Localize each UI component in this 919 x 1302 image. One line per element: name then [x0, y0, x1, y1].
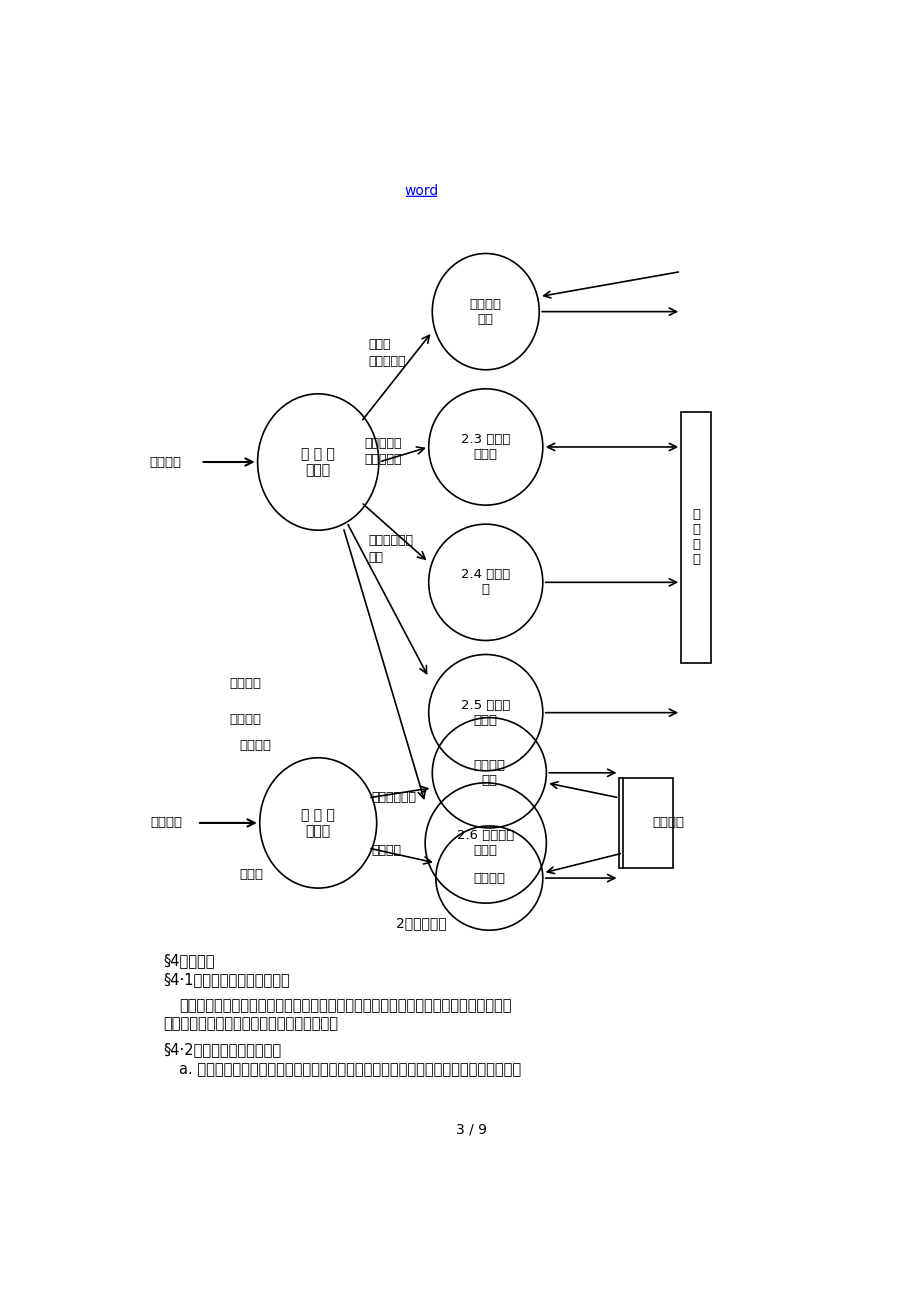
- Text: 数据文件: 数据文件: [652, 816, 683, 829]
- Text: 上网后各用户可查询，调用，达到信息共享。: 上网后各用户可查询，调用，达到信息共享。: [164, 1017, 338, 1031]
- Text: 奖励处分表: 奖励处分表: [364, 437, 402, 450]
- Text: 学生信息
查询: 学生信息 查询: [472, 759, 505, 786]
- Text: 管理要求: 管理要求: [149, 456, 181, 469]
- Text: 统计表: 统计表: [240, 868, 264, 881]
- Text: 学生成绩
管理: 学生成绩 管理: [470, 298, 501, 326]
- Bar: [680, 411, 710, 663]
- Text: 补考成绩表: 补考成绩表: [368, 354, 405, 367]
- Text: 查 询 类
型处理: 查 询 类 型处理: [301, 807, 335, 838]
- Bar: [618, 777, 672, 868]
- Text: 查询学生情况: 查询学生情况: [371, 790, 416, 803]
- Text: a. 录入数据采用表格方式，限制录入数据类型及取值围以保证数据的完整性及准确性。: a. 录入数据采用表格方式，限制录入数据类型及取值围以保证数据的完整性及准确性。: [179, 1062, 521, 1078]
- Text: §4·2数据的完整性，准确性: §4·2数据的完整性，准确性: [164, 1043, 281, 1057]
- Text: 查询要求: 查询要求: [150, 816, 182, 829]
- Text: 2.5 日常事
物管理: 2.5 日常事 物管理: [460, 699, 510, 727]
- Text: §4·1网络环境下的多用户系统: §4·1网络环境下的多用户系统: [164, 973, 289, 987]
- Text: 报表: 报表: [368, 551, 382, 564]
- Text: 毕业生表: 毕业生表: [229, 712, 261, 725]
- Text: 成绩表: 成绩表: [368, 337, 391, 350]
- Text: 目
录
文
件: 目 录 文 件: [691, 508, 699, 566]
- Text: §4系统特点: §4系统特点: [164, 953, 215, 969]
- Text: 学生情况: 学生情况: [371, 844, 402, 857]
- Text: 学生情况: 学生情况: [240, 738, 271, 751]
- Text: 2.3 学生档
案管理: 2.3 学生档 案管理: [460, 434, 510, 461]
- Text: 2层数据流图: 2层数据流图: [396, 917, 447, 930]
- Text: 修复学，退学: 修复学，退学: [368, 534, 413, 547]
- Text: 2.4 学籍处
理: 2.4 学籍处 理: [460, 568, 510, 596]
- Text: 学生资料表: 学生资料表: [364, 453, 402, 466]
- Text: 2.6 毕业生学
籍管理: 2.6 毕业生学 籍管理: [457, 829, 514, 857]
- Text: 日常报表: 日常报表: [229, 677, 261, 690]
- Text: 在上述已有的硬件环境下，信息由各用户在规定的权限下在各自的工作站上录入，信息: 在上述已有的硬件环境下，信息由各用户在规定的权限下在各自的工作站上录入，信息: [179, 999, 511, 1013]
- Text: 要 求 处
理类型: 要 求 处 理类型: [301, 447, 335, 477]
- Text: word: word: [404, 185, 438, 198]
- Text: 3 / 9: 3 / 9: [456, 1122, 486, 1137]
- Text: 统计处理: 统计处理: [472, 871, 505, 884]
